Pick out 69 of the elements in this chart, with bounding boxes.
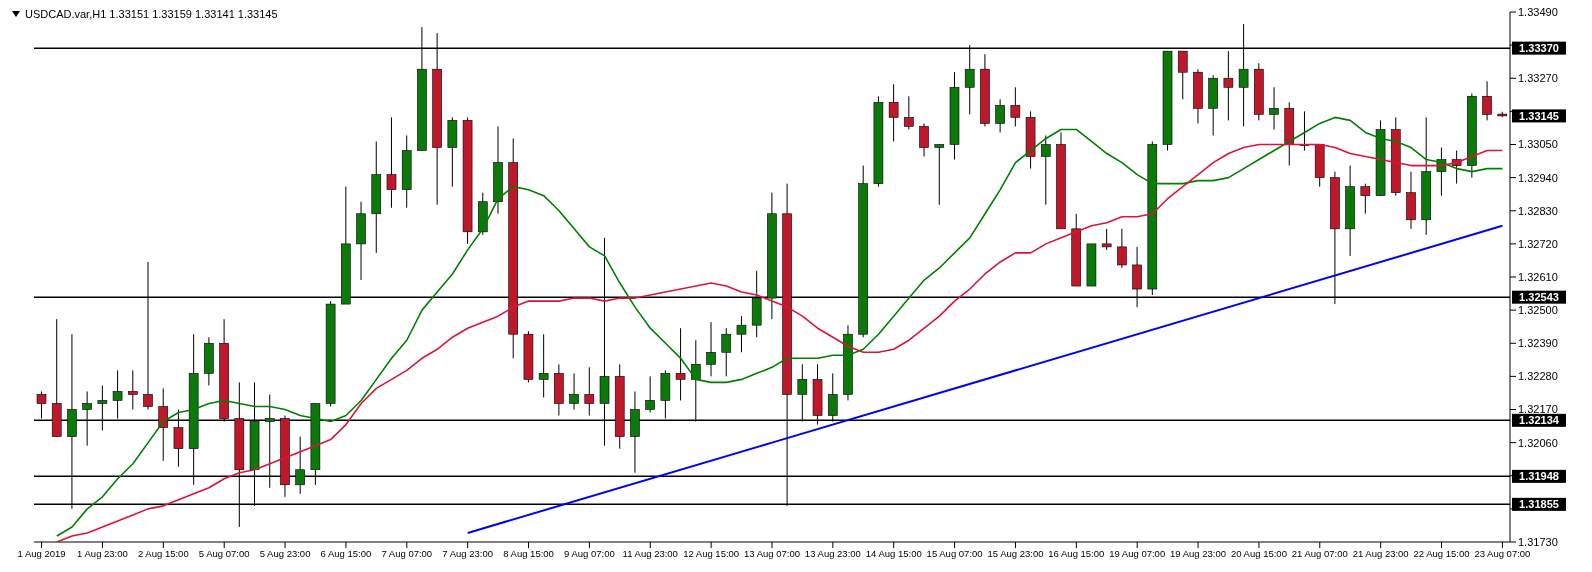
- candlestick: [538, 333, 549, 398]
- candlestick: [1269, 86, 1279, 130]
- x-tick-label: 5 Aug 07:00: [198, 547, 250, 559]
- x-tick-label: 16 Aug 15:00: [1048, 547, 1105, 559]
- x-tick-label: 15 Aug 07:00: [926, 547, 983, 559]
- ref-line-label: 1.32134: [1519, 414, 1560, 427]
- y-tick-label: 1.32060: [1518, 436, 1558, 449]
- candlestick: [645, 375, 655, 414]
- y-tick-label: 1.33050: [1518, 138, 1558, 151]
- y-tick-label: 1.32390: [1518, 337, 1558, 350]
- y-tick-label: 1.33490: [1518, 5, 1558, 18]
- x-tick-label: 13 Aug 23:00: [804, 547, 861, 559]
- x-tick-label: 11 Aug 23:00: [622, 547, 678, 559]
- ref-line-label: 1.31948: [1519, 470, 1559, 483]
- x-tick-label: 7 Aug 07:00: [381, 547, 433, 559]
- candlestick: [919, 122, 929, 158]
- chart-title: USDCAD.var,H1 1.33151 1.33159 1.33141 1.33145: [25, 8, 278, 20]
- candlestick: [1360, 183, 1371, 215]
- ref-line-label: 1.33370: [1519, 42, 1559, 55]
- x-tick-label: 8 Aug 15:00: [503, 547, 554, 559]
- candlestick: [1436, 147, 1447, 197]
- x-tick-label: 2 Aug 15:00: [137, 547, 189, 559]
- x-tick-label: 12 Aug 15:00: [683, 547, 740, 559]
- y-tick-label: 1.32170: [1518, 403, 1558, 416]
- x-tick-label: 1 Aug 23:00: [77, 547, 128, 559]
- candlestick: [934, 144, 945, 206]
- candlestick: [1010, 86, 1021, 127]
- candlestick: [706, 321, 716, 377]
- y-tick-label: 1.32500: [1518, 304, 1558, 317]
- x-tick-label: 15 Aug 23:00: [987, 547, 1044, 559]
- candlestick: [736, 315, 747, 353]
- x-tick-label: 7 Aug 23:00: [442, 547, 494, 559]
- x-tick-label: 19 Aug 23:00: [1170, 547, 1227, 559]
- x-tick-label: 20 Aug 15:00: [1230, 547, 1287, 559]
- x-tick-label: 21 Aug 23:00: [1352, 547, 1409, 559]
- x-tick-label: 9 Aug 07:00: [564, 547, 615, 559]
- y-tick-label: 1.32610: [1518, 270, 1558, 283]
- ref-line-label: 1.31855: [1519, 498, 1559, 511]
- y-tick-label: 1.32720: [1518, 237, 1558, 250]
- x-tick-label: 1 Aug 2019: [17, 547, 66, 559]
- candlestick: [888, 83, 899, 142]
- candlestick: [386, 116, 397, 209]
- y-tick-label: 1.31730: [1518, 535, 1558, 548]
- y-tick-label: 1.32830: [1518, 204, 1558, 217]
- x-tick-label: 22 Aug 15:00: [1413, 547, 1470, 559]
- y-tick-label: 1.32280: [1518, 370, 1558, 383]
- x-tick-label: 5 Aug 23:00: [259, 547, 311, 559]
- x-tick-label: 14 Aug 15:00: [865, 547, 922, 559]
- candlestick: [584, 366, 595, 417]
- y-tick-label: 1.33270: [1518, 72, 1558, 85]
- candlestick: [995, 98, 1005, 133]
- ref-line-label: 1.32543: [1519, 291, 1559, 304]
- candlestick: [721, 327, 732, 377]
- x-tick-label: 6 Aug 15:00: [320, 547, 372, 559]
- candlestick: [128, 369, 138, 410]
- x-tick-label: 23 Aug 07:00: [1474, 547, 1531, 559]
- candlestick: [1117, 228, 1127, 269]
- text: 1.33145: [1519, 109, 1559, 122]
- candlestick: [904, 95, 914, 130]
- candlestick: [1040, 134, 1051, 206]
- x-tick-label: 19 Aug 07:00: [1109, 547, 1166, 559]
- candlestick: [1101, 228, 1112, 251]
- candlestick: [675, 327, 686, 401]
- candlestick: [1223, 50, 1234, 121]
- x-tick-label: 21 Aug 07:00: [1291, 547, 1348, 559]
- x-tick-label: 13 Aug 07:00: [744, 547, 800, 559]
- candlestick: [1482, 80, 1492, 121]
- y-tick-label: 1.32940: [1518, 171, 1558, 184]
- candlestick: [569, 372, 579, 410]
